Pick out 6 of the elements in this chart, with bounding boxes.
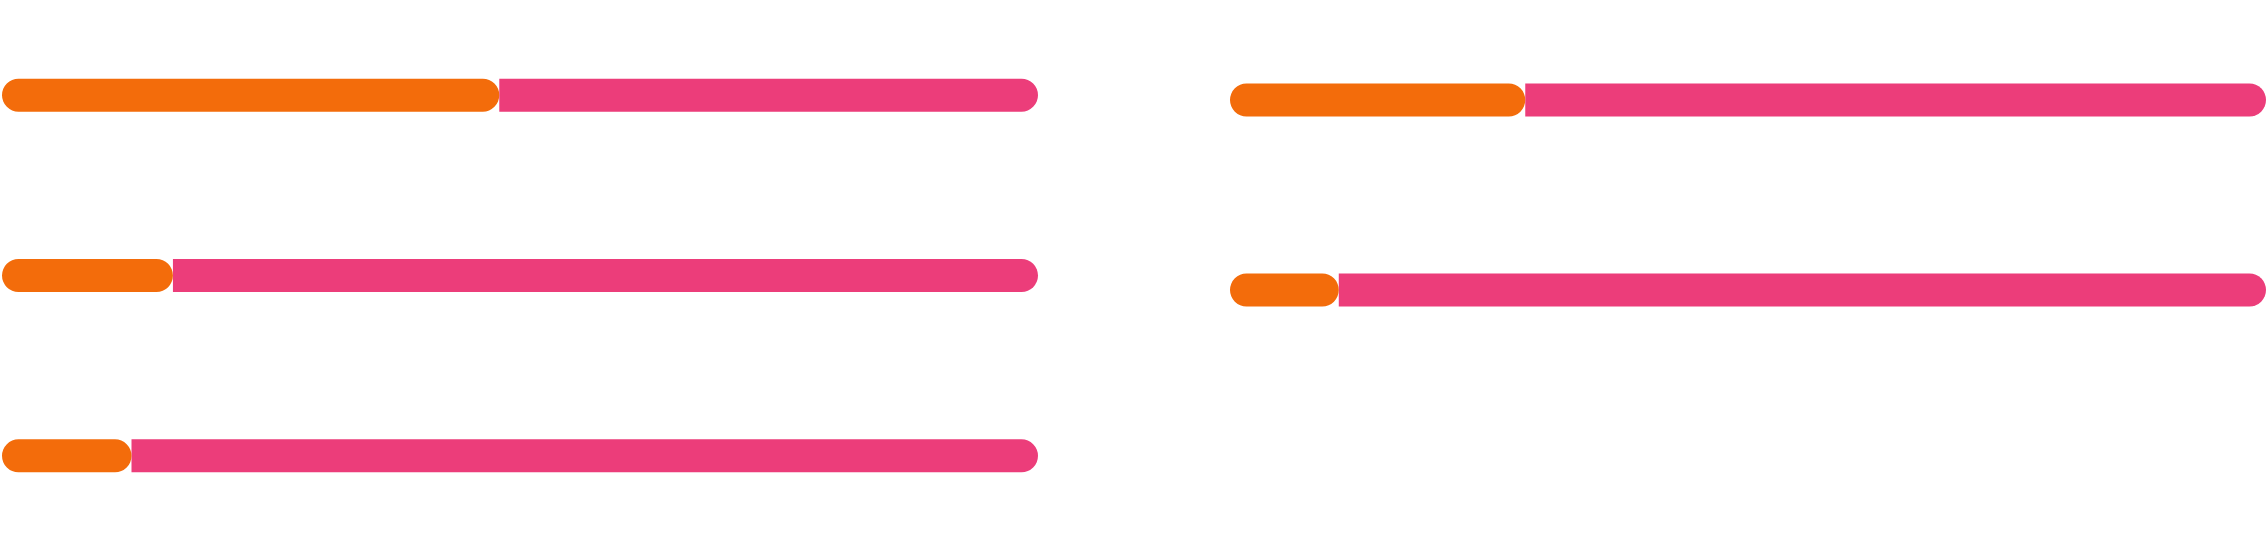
bar [2, 439, 132, 473]
bar [2, 259, 173, 292]
bar [499, 78, 1038, 112]
bar [131, 439, 1038, 473]
bar [172, 259, 1038, 292]
bar [2, 78, 500, 112]
